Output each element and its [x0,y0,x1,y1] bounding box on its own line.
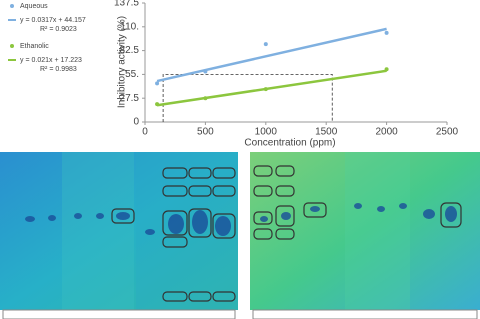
trend-line [156,69,387,107]
x-tick-label: 0 [142,127,148,138]
y-tick-label: 0 [133,117,139,128]
y-tick-label: 110. [120,21,139,32]
legend-marker [10,44,14,48]
legend-r2: R² = 0.9983 [40,66,77,73]
legend-label: Aqueous [20,3,48,10]
x-tick-label: 500 [197,127,214,138]
y-tick-label: 137.5 [114,0,139,9]
point [155,81,160,86]
tlc-right [250,152,480,319]
point [203,96,208,101]
legend-equation: y = 0.021x + 17.223 [20,57,82,64]
y-axis-label: Inhibitory activity (%) [117,16,128,108]
y-tick-label: 55. [125,69,139,80]
legend-equation: y = 0.0317x + 44.157 [20,17,86,24]
point [203,69,208,74]
legend-r2: R² = 0.9023 [40,26,77,33]
guide-line [162,74,333,122]
x-tick-label: 2500 [436,127,459,138]
legend-marker [10,4,14,8]
point [263,87,268,92]
x-tick-label: 1000 [255,127,278,138]
tlc-left [0,152,238,319]
y-tick-label: 27.5 [120,93,140,104]
point [155,102,160,107]
point [384,67,389,72]
x-tick-label: 1500 [315,127,338,138]
legend-label: Ethanolic [20,43,49,50]
x-tick-label: 2000 [375,127,398,138]
point [384,30,389,35]
y-tick-label: 82.5 [120,45,140,56]
point [263,42,268,47]
x-axis-label: Concentration (ppm) [244,138,335,149]
trend-line [156,27,387,83]
